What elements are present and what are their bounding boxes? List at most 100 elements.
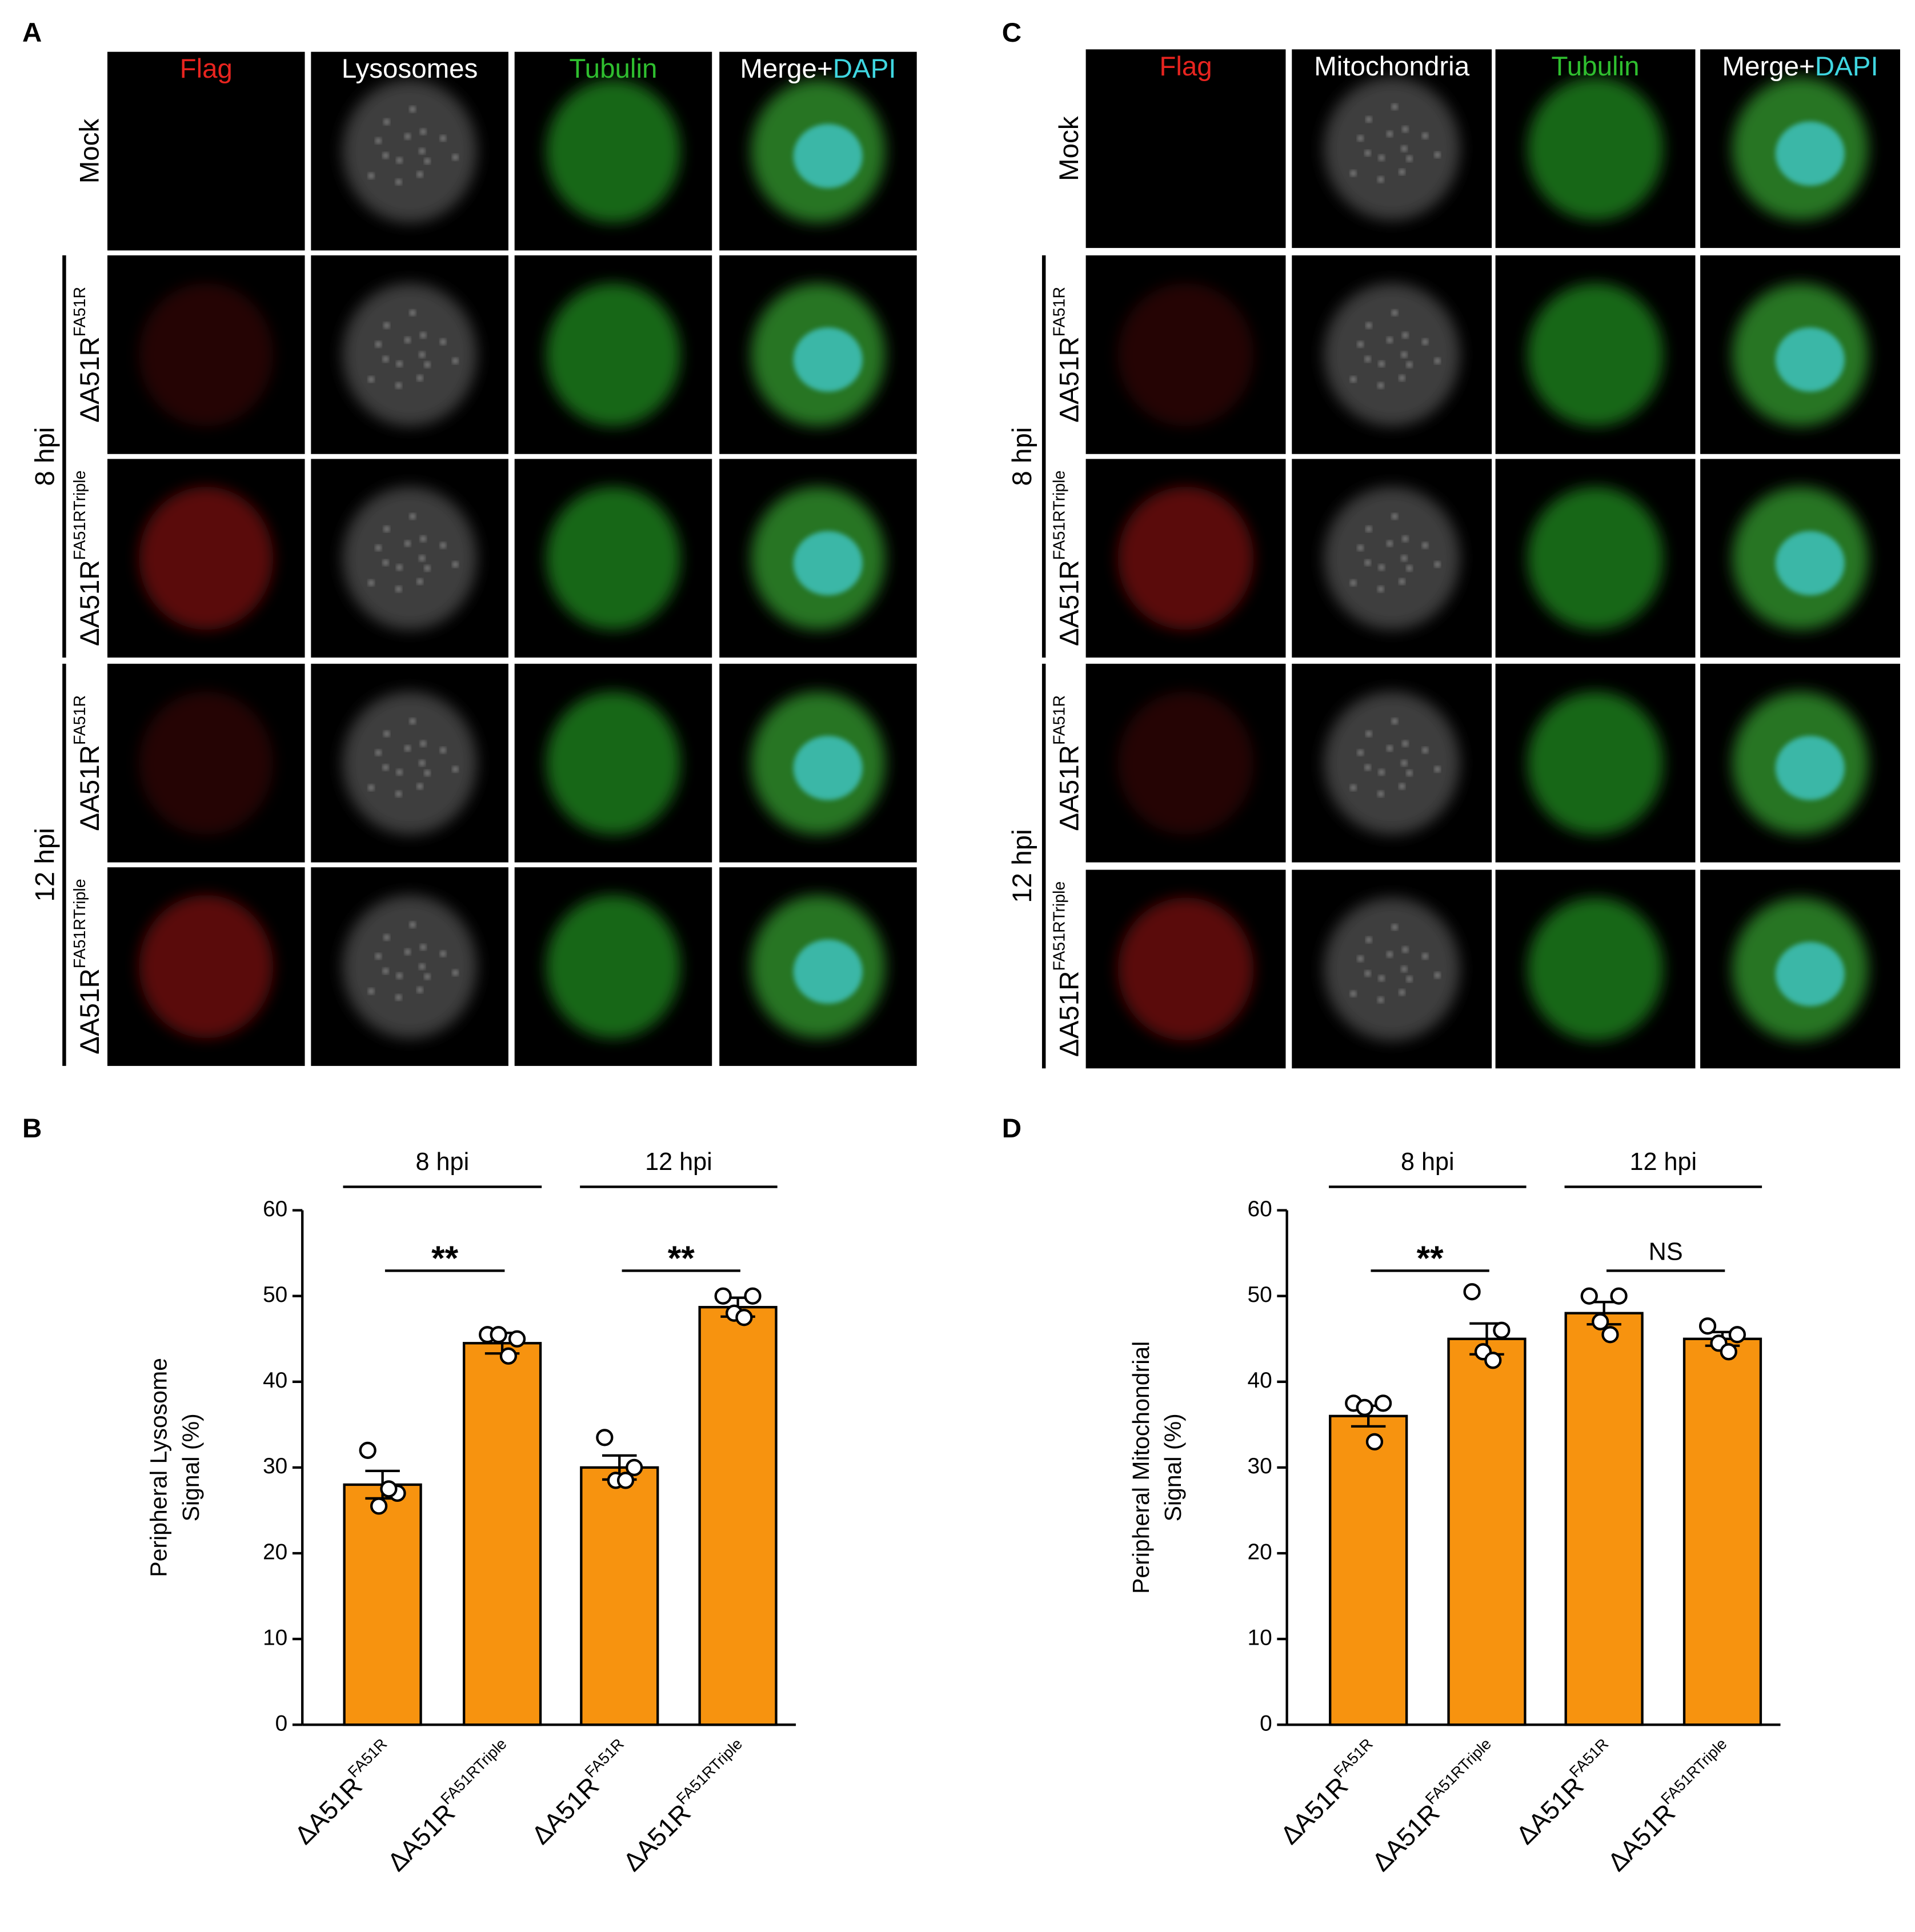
organelle xyxy=(453,971,458,975)
organelle xyxy=(1388,338,1392,342)
cell xyxy=(139,895,274,1039)
organelle xyxy=(421,333,426,338)
row-label: ΔA51RFA51RTriple xyxy=(70,471,105,646)
data-point xyxy=(744,1287,762,1305)
column-header: Tubulin xyxy=(1552,51,1640,81)
nucleus xyxy=(1775,736,1845,800)
organelle xyxy=(425,975,430,979)
organelle xyxy=(1423,134,1428,138)
y-tick-label: 40 xyxy=(263,1368,287,1393)
column-header: Flag xyxy=(1159,51,1212,81)
group-label: 12 hpi xyxy=(1007,829,1037,903)
cell xyxy=(546,283,680,427)
organelle xyxy=(406,542,410,546)
organelle xyxy=(397,770,402,775)
organelle xyxy=(369,580,374,585)
organelle xyxy=(1403,741,1408,746)
cell xyxy=(342,79,477,223)
bar xyxy=(1564,1312,1644,1726)
nucleus xyxy=(1775,121,1845,186)
organelle xyxy=(1367,117,1371,122)
x-tick-label: ΔA51RFA51RTriple xyxy=(379,1735,520,1877)
organelle xyxy=(1407,362,1412,367)
cell xyxy=(1117,897,1254,1041)
organelle xyxy=(441,339,445,344)
organelle xyxy=(384,732,389,736)
y-tick-label: 20 xyxy=(263,1540,287,1564)
group-label: 8 hpi xyxy=(1007,427,1037,486)
data-point xyxy=(499,1347,518,1365)
organelle xyxy=(421,130,426,134)
data-point xyxy=(1493,1321,1511,1339)
y-axis-label: Signal (%) xyxy=(178,1413,204,1521)
organelle xyxy=(1400,579,1404,584)
row-label: Mock xyxy=(1054,116,1084,181)
cell xyxy=(1527,283,1664,427)
organelle xyxy=(1403,536,1408,541)
cell xyxy=(1324,897,1460,1041)
row-label-base: ΔA51R xyxy=(74,745,105,831)
row-label: ΔA51RFA51R xyxy=(1050,287,1084,423)
x-tick-label: ΔA51RFA51RTriple xyxy=(1364,1735,1505,1877)
x-tick-label: ΔA51RFA51RTriple xyxy=(1599,1735,1741,1877)
organelle xyxy=(1402,761,1407,765)
organelle xyxy=(418,784,422,788)
row-label-sup: FA51RTriple xyxy=(1050,471,1068,560)
organelle xyxy=(1402,352,1407,357)
organelle xyxy=(1365,357,1370,362)
panel-label: C xyxy=(1002,18,1021,48)
cell xyxy=(1324,487,1460,630)
organelle xyxy=(420,964,424,969)
column-header: Mitochondria xyxy=(1314,51,1470,81)
organelle xyxy=(406,338,410,342)
x-tick-label-base: ΔA51R xyxy=(1275,1771,1353,1850)
data-point xyxy=(508,1330,526,1348)
organelle xyxy=(1435,359,1440,363)
data-point xyxy=(1365,1433,1384,1450)
group-label: 12 hpi xyxy=(1629,1148,1697,1176)
organelle xyxy=(1388,132,1392,136)
organelle xyxy=(376,138,380,143)
organelle xyxy=(1435,562,1440,567)
row-label-sup: FA51R xyxy=(70,695,89,745)
row-label: ΔA51RFA51RTriple xyxy=(1050,471,1084,646)
y-tick-label: 30 xyxy=(1247,1454,1272,1478)
organelle xyxy=(397,973,402,978)
organelle xyxy=(1400,376,1404,380)
x-tick-label: ΔA51RFA51R xyxy=(286,1735,401,1850)
row-label-sup: FA51RTriple xyxy=(70,471,89,560)
organelle xyxy=(383,153,388,158)
organelle xyxy=(410,107,415,111)
nucleus xyxy=(1775,327,1845,392)
cell xyxy=(1527,487,1664,630)
organelle xyxy=(420,556,424,560)
organelle xyxy=(453,359,458,363)
data-point xyxy=(1374,1394,1392,1412)
y-tick-label: 30 xyxy=(263,1454,287,1478)
nucleus xyxy=(1775,531,1845,596)
organelle xyxy=(410,514,415,519)
row-label: Mock xyxy=(74,119,105,184)
organelle xyxy=(453,562,458,567)
organelle xyxy=(384,527,389,531)
organelle xyxy=(418,376,422,380)
y-tick-label: 40 xyxy=(1247,1368,1272,1393)
data-point xyxy=(626,1458,643,1477)
organelle xyxy=(1435,153,1440,157)
organelle xyxy=(1400,170,1404,174)
cell xyxy=(139,487,274,630)
x-tick-label-sup: FA51R xyxy=(581,1735,627,1781)
row-label: ΔA51RFA51RTriple xyxy=(70,879,105,1054)
nucleus xyxy=(793,124,863,189)
bar xyxy=(1329,1414,1408,1726)
y-axis-label: Peripheral Mitochondrial xyxy=(1128,1341,1154,1594)
organelle xyxy=(406,746,410,751)
group-label: 12 hpi xyxy=(645,1148,712,1176)
y-tick-label: 50 xyxy=(1247,1282,1272,1307)
organelle xyxy=(396,587,401,591)
column-header-text: Merge+ xyxy=(1722,51,1814,81)
group-label: 8 hpi xyxy=(30,427,61,486)
organelle xyxy=(1367,937,1371,942)
organelle xyxy=(425,362,430,367)
